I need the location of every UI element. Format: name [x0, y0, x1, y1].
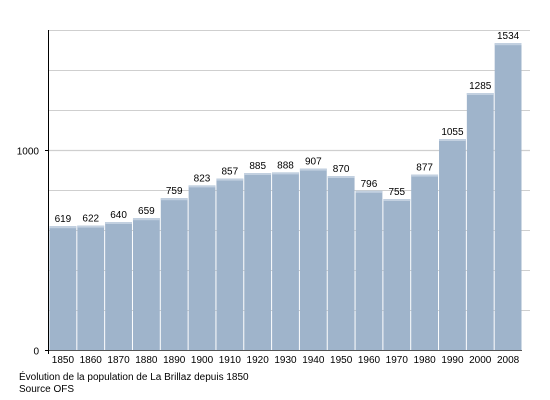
data-label-1870: 640	[110, 210, 127, 221]
x-tick-label-1940: 1940	[302, 355, 325, 366]
bar-1850	[49, 226, 77, 350]
data-label-1920: 885	[249, 161, 266, 172]
bar-2008	[494, 43, 522, 350]
x-tick-label-2008: 2008	[497, 355, 520, 366]
data-label-1960: 796	[361, 179, 378, 190]
data-label-1970: 755	[388, 187, 405, 198]
x-tick-label-2000: 2000	[469, 355, 492, 366]
bar-top-1920	[244, 173, 272, 175]
x-tick-label-1910: 1910	[219, 355, 242, 366]
data-label-1990: 1055	[441, 127, 464, 138]
bar-1910	[216, 178, 244, 350]
data-label-2000: 1285	[469, 81, 492, 92]
bar-top-1940	[299, 168, 327, 171]
chart-caption: Évolution de la population de La Brillaz…	[19, 372, 249, 383]
data-label-2008: 1534	[497, 31, 520, 42]
data-label-1900: 823	[194, 173, 211, 184]
bar-1940	[299, 168, 327, 350]
axes: 1850 1860 1870 1880 1890 1900 1910 1920 1930 1940…	[17, 30, 522, 366]
bar-1970	[383, 199, 411, 350]
x-tick-label-1960: 1960	[358, 355, 381, 366]
bar-2000	[466, 93, 494, 350]
data-label-1850: 619	[55, 214, 72, 225]
bar-1890	[160, 198, 188, 350]
chart-source: Source OFS	[19, 384, 75, 395]
x-tick-label-1930: 1930	[274, 355, 297, 366]
x-tick-label-1920: 1920	[247, 355, 270, 366]
data-label-1980: 877	[416, 163, 433, 174]
bar-1880	[132, 218, 160, 350]
data-label-1860: 622	[82, 214, 99, 225]
bar-1870	[105, 222, 132, 350]
bar-top-1850	[49, 226, 77, 229]
x-tick-label-1880: 1880	[135, 355, 158, 366]
bar-top-1870	[105, 222, 132, 224]
bar-1900	[188, 185, 216, 350]
x-tick-label-1990: 1990	[441, 355, 464, 366]
data-label-1910: 857	[222, 167, 239, 178]
bar-top-1950	[327, 176, 355, 178]
bar-top-1930	[272, 172, 299, 175]
x-tick-label-1890: 1890	[163, 355, 186, 366]
bar-top-1860	[77, 225, 105, 228]
bar-top-1990	[439, 139, 466, 141]
bar-1860	[77, 225, 105, 350]
bar-1930	[272, 172, 299, 350]
bar-top-2000	[466, 93, 494, 95]
bar-top-2008	[494, 43, 522, 46]
bars	[49, 43, 522, 350]
bar-top-1960	[355, 190, 383, 193]
x-tick-label-1980: 1980	[413, 355, 436, 366]
population-bar-chart: 619 622 640 659 759 823 857 885 888 907 870 796 755 8…	[17, 30, 530, 366]
data-label-1940: 907	[305, 157, 322, 168]
x-tick-label-1850: 1850	[52, 355, 75, 366]
x-tick-label-1950: 1950	[330, 355, 353, 366]
x-tick-label-1870: 1870	[107, 355, 130, 366]
data-label-1880: 659	[138, 206, 155, 217]
bar-top-1880	[132, 218, 160, 221]
y-tick-label-1000: 1000	[17, 147, 40, 158]
bar-1950	[327, 176, 355, 350]
x-tick-label-1900: 1900	[191, 355, 214, 366]
data-label-1930: 888	[277, 160, 294, 171]
bar-1920	[244, 173, 272, 350]
data-label-1950: 870	[333, 164, 350, 175]
bar-1960	[355, 190, 383, 350]
y-tick-label-0: 0	[33, 347, 39, 358]
x-tick-label-1970: 1970	[386, 355, 409, 366]
x-tick-label-1860: 1860	[80, 355, 103, 366]
bar-1980	[411, 174, 439, 350]
bar-top-1900	[188, 185, 216, 188]
bar-top-1980	[411, 174, 439, 177]
bar-top-1910	[216, 178, 244, 181]
bar-top-1970	[383, 199, 411, 201]
data-labels: 619 622 640 659 759 823 857 885 888 907 870 796 755 8…	[55, 31, 520, 225]
bar-top-1890	[160, 198, 188, 201]
bar-1990	[439, 139, 466, 350]
data-label-1890: 759	[166, 186, 183, 197]
